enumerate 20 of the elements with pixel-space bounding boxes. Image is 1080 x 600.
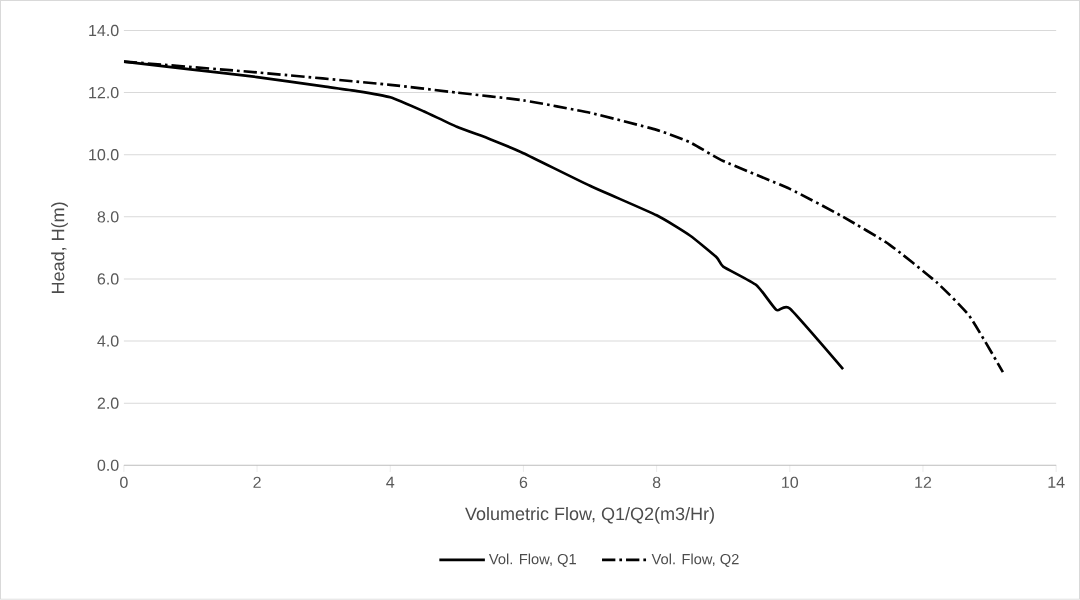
x-tick-label: 8 xyxy=(652,476,661,489)
y-tick-label: 14.0 xyxy=(89,24,119,37)
x-tick-label: 14 xyxy=(1048,476,1065,488)
legend-label: Vol. Flow, Q2 xyxy=(651,553,739,567)
x-axis-title: Volumetric Flow, Q1/Q2(m3/Hr) xyxy=(465,507,714,524)
y-tick-label: 8.0 xyxy=(97,211,119,223)
y-tick-label: 6.0 xyxy=(97,273,119,285)
y-tick-label: 4.0 xyxy=(97,335,119,347)
y-tick-label: 10.0 xyxy=(89,149,119,161)
y-tick-label: 2.0 xyxy=(97,397,119,409)
legend-label: Vol. Flow, Q1 xyxy=(488,553,576,567)
x-tick-label: 4 xyxy=(386,476,395,488)
x-tick-label: 2 xyxy=(253,476,261,488)
x-tick-label: 0 xyxy=(120,476,128,489)
x-tick-label: 6 xyxy=(519,476,528,489)
y-axis-title: Head, H(m) xyxy=(51,202,68,294)
x-tick-label: 10 xyxy=(782,476,799,489)
y-tick-label: 12.0 xyxy=(89,87,119,99)
x-tick-label: 12 xyxy=(915,476,932,488)
y-tick-label: 0.0 xyxy=(97,459,119,472)
